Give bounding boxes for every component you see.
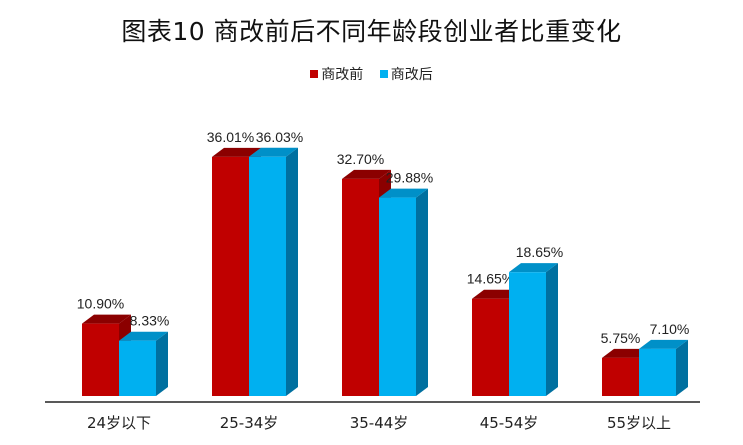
bar-after — [119, 331, 168, 396]
category-label: 55岁以上 — [607, 414, 671, 432]
legend-swatch-before — [310, 70, 319, 78]
legend-label-after: 商改后 — [390, 67, 433, 83]
data-label: 36.01% — [207, 129, 254, 145]
bar-after — [379, 188, 428, 396]
chart-title: 图表10 商改前后不同年龄段创业者比重变化 — [121, 17, 622, 46]
legend-label-before: 商改前 — [321, 67, 364, 83]
bar-after — [639, 339, 688, 396]
category-label: 45-54岁 — [480, 414, 539, 432]
bars-group: 10.90% 8.33% 36.01% 36.03% 32.70%29.88% 14.65… — [77, 129, 690, 396]
category-label: 35-44岁 — [350, 414, 409, 432]
data-label: 36.03% — [256, 129, 303, 145]
data-label: 18.65% — [516, 244, 563, 260]
chart-legend: 商改前 商改后 — [0, 64, 743, 84]
category-label: 24岁以下 — [87, 414, 151, 432]
bar-after — [249, 147, 298, 396]
data-label: 7.10% — [650, 321, 690, 337]
data-label: 10.90% — [77, 296, 124, 312]
bar-after — [509, 263, 558, 396]
legend-item-after: 商改后 — [379, 64, 433, 84]
category-label: 25-34岁 — [220, 414, 279, 432]
data-label: 5.75% — [601, 330, 641, 346]
data-label: 8.33% — [130, 313, 170, 329]
data-label: 29.88% — [386, 170, 433, 186]
data-label: 14.65% — [467, 271, 514, 287]
category-labels: 24岁以下 25-34岁 35-44岁 45-54岁 55岁以上 — [87, 414, 671, 432]
legend-item-before: 商改前 — [310, 64, 363, 84]
data-label: 32.70% — [337, 151, 384, 167]
legend-swatch-after — [379, 70, 388, 78]
